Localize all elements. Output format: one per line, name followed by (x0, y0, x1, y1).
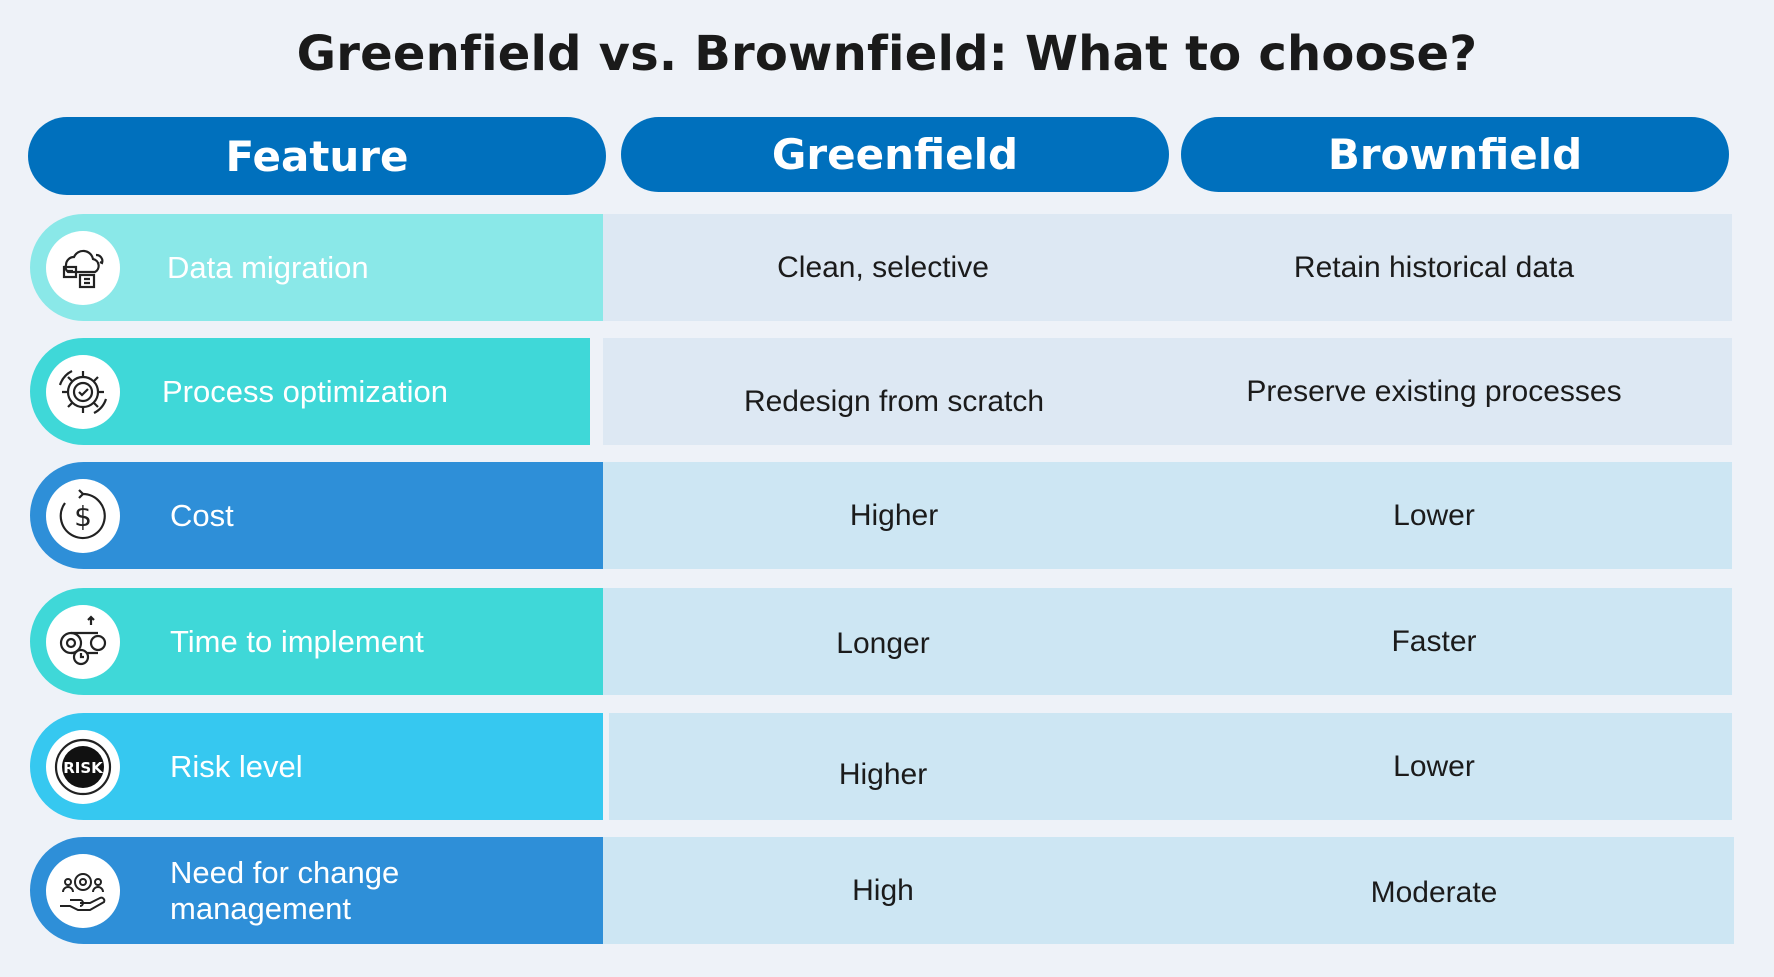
table-row: RISK Risk level Higher Lower (30, 713, 1732, 820)
gear-clock-icon (46, 604, 120, 679)
header-brownfield: Brownfield (1181, 117, 1729, 192)
greenfield-value: Higher (849, 498, 939, 532)
table-row: Time to implement Longer Faster (30, 588, 1732, 695)
greenfield-value: Longer (836, 626, 930, 660)
feature-cell: $ Cost (30, 462, 603, 569)
brownfield-value: Retain historical data (1293, 250, 1575, 284)
row-background (603, 214, 1732, 321)
page-title: Greenfield vs. Brownfield: What to choos… (296, 26, 1478, 82)
svg-text:$: $ (74, 500, 92, 533)
header-feature: Feature (28, 117, 606, 195)
svg-text:RISK: RISK (63, 759, 104, 777)
table-row: Process optimization Redesign from scrat… (30, 338, 1732, 445)
gear-check-icon (46, 354, 120, 429)
hand-gear-people-icon (46, 853, 120, 928)
feature-cell: Data migration (30, 214, 603, 321)
greenfield-value: Higher (838, 757, 928, 791)
cloud-data-icon (46, 230, 120, 305)
feature-label: Process optimization (162, 373, 449, 409)
feature-label: Time to implement (170, 623, 424, 659)
row-background (603, 588, 1732, 695)
feature-cell: RISK Risk level (30, 713, 603, 820)
risk-badge-icon: RISK (46, 729, 120, 804)
feature-label: Risk level (170, 748, 303, 784)
brownfield-value: Preserve existing processes (1246, 374, 1622, 408)
row-background (609, 713, 1732, 820)
feature-cell: Need for change management (30, 837, 603, 944)
feature-cell: Process optimization (30, 338, 590, 445)
feature-label: Data migration (167, 249, 369, 285)
feature-label: Cost (170, 497, 234, 533)
table-row: Need for change management High Moderate (30, 837, 1734, 944)
brownfield-value: Lower (1393, 749, 1475, 783)
table-row: $ Cost Higher Lower (30, 462, 1732, 569)
table-row: Data migration Clean, selective Retain h… (30, 214, 1732, 321)
row-background (603, 837, 1734, 944)
brownfield-value: Moderate (1370, 875, 1498, 909)
greenfield-value: High (852, 873, 914, 907)
brownfield-value: Faster (1391, 624, 1477, 658)
row-background (603, 462, 1732, 569)
header-greenfield: Greenfield (621, 117, 1169, 192)
greenfield-value: Redesign from scratch (743, 384, 1045, 418)
dollar-cycle-icon: $ (46, 478, 120, 553)
brownfield-value: Lower (1393, 498, 1475, 532)
feature-label: Need for change management (170, 854, 400, 926)
greenfield-value: Clean, selective (777, 250, 989, 284)
feature-cell: Time to implement (30, 588, 603, 695)
row-background (603, 338, 1732, 445)
